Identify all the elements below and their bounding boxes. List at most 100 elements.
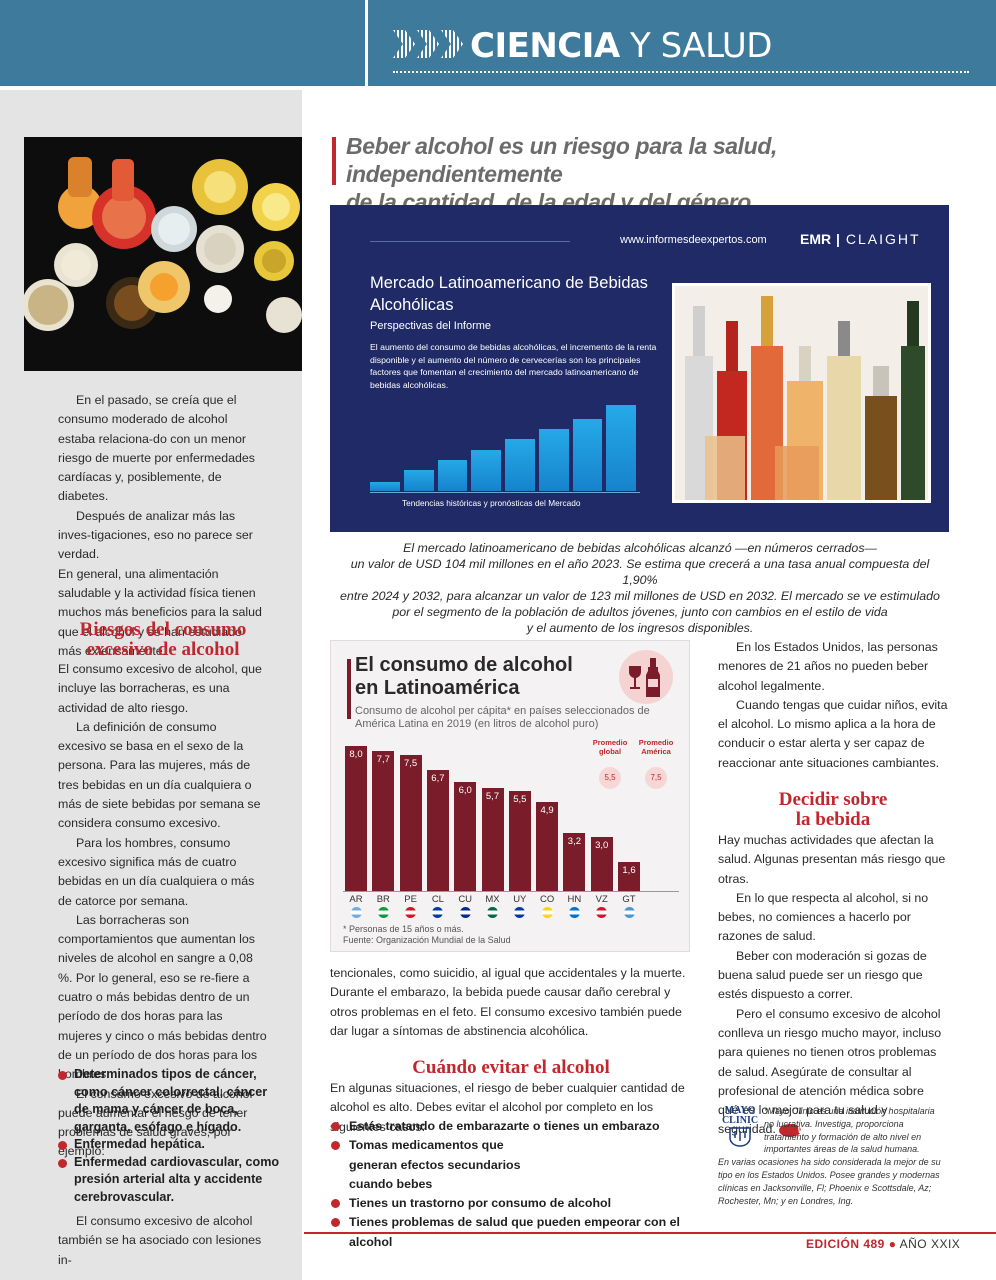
chart-value-label: 3,0: [595, 839, 609, 851]
chart-bar-vz: [590, 836, 613, 891]
chart-category-label: GT: [622, 894, 636, 905]
left-paragraph: En general, una alimentación saludable y…: [58, 566, 262, 658]
list-item: Enfermedad cardiovascular, como presión …: [58, 1154, 280, 1207]
chart-value-label: 5,5: [513, 794, 527, 806]
bottles-illustration: [672, 283, 931, 503]
chart-accent-bar: [347, 659, 351, 719]
arrows-icon: [393, 30, 463, 58]
subheading-decidir: Decidir sobre la bebida: [718, 790, 948, 830]
list-item: Tomas medicamentos que generan efectos s…: [330, 1136, 692, 1194]
chart-title: El consumo de alcohol en Latinoamérica: [355, 654, 573, 699]
chart-notes: * Personas de 15 años o más. Fuente: Org…: [343, 924, 511, 946]
logo-text: EMR: [800, 231, 832, 247]
infographic-description: El aumento del consumo de bebidas alcohó…: [370, 342, 657, 390]
caption-line: entre 2024 y 2032, para alcanzar un valo…: [340, 589, 940, 603]
chart-value-label: 6,0: [458, 785, 472, 797]
header-divider: [365, 0, 368, 86]
right-paragraph: Beber con moderación si gozas de buena s…: [718, 948, 927, 1002]
trend-bar: [538, 429, 569, 491]
infographic-baseline: [370, 492, 640, 493]
header-dotted-rule: [393, 71, 969, 73]
edition-year: AÑO XXIX: [899, 1237, 961, 1251]
flag-icon: [596, 907, 608, 918]
chart-source: Fuente: Organización Mundial de la Salud: [343, 935, 511, 945]
chart-value-label: 8,0: [349, 749, 363, 760]
trend-bar: [403, 470, 434, 491]
chart-value-label: 7,7: [376, 754, 390, 766]
chart-legend: Promedio global Promedio América 5,5 7,5: [588, 738, 682, 793]
market-infographic: www.informesdeexpertos.com EMR | CLAIGHT…: [330, 205, 949, 532]
wine-bottle-icon: [619, 650, 673, 704]
flag-icon: [432, 907, 444, 918]
right-paragraph: En los Estados Unidos, las personas meno…: [718, 640, 938, 693]
chart-category-label: AR: [349, 894, 363, 905]
closing-text: Pero el consumo excesivo de alcohol conl…: [718, 1006, 942, 1137]
chart-category-label: BR: [376, 894, 390, 905]
alcohol-consumption-chart: El consumo de alcohol en Latinoamérica C…: [330, 640, 690, 952]
chart-category-label: VZ: [595, 894, 608, 905]
chart-category-label: UY: [513, 894, 527, 905]
left-paragraph: Para los hombres, consumo excesivo signi…: [58, 835, 255, 908]
subheading-line: Riesgos del consumo: [79, 619, 247, 640]
left-paragraph: El consumo excesivo de alcohol, que incl…: [58, 662, 262, 715]
flag-icon: [514, 907, 526, 918]
health-risks-list: Determinados tipos de cáncer, como cánce…: [58, 1066, 280, 1206]
left-paragraph: Las borracheras son comportamientos que …: [58, 912, 267, 1082]
chart-category-label: CL: [431, 894, 444, 905]
trend-bar: [572, 418, 603, 491]
list-item: Tienes un trastorno por consumo de alcoh…: [330, 1194, 692, 1213]
mayo-clinic-note: *Mayo Clinic es una institución hospital…: [718, 1105, 943, 1207]
infographic-title: Mercado Latinoamericano de Bebidas Alcoh…: [370, 274, 648, 314]
legend-global-value: 5,5: [599, 767, 621, 789]
chart-bar-gt: [618, 862, 640, 891]
headline-accent-bar: [332, 137, 336, 185]
chart-value-label: 6,7: [431, 772, 445, 784]
infographic-trend-bars: [370, 405, 640, 491]
footer: EDICIÓN 489 ● AÑO XXIX: [806, 1237, 960, 1251]
section-title: CIENCIA Y SALUD: [470, 26, 772, 66]
bottles-photo: [24, 137, 302, 371]
article-headline: Beber alcohol es un riesgo para la salud…: [346, 132, 926, 216]
headline-line: Beber alcohol es un riesgo para la salud…: [346, 133, 777, 187]
mayo-logo-text: MAYO: [724, 1105, 756, 1116]
trend-bar: [370, 482, 400, 491]
caption-line: El mercado latinoamericano de bebidas al…: [403, 541, 877, 555]
chart-value-label: 3,2: [567, 836, 581, 847]
infographic-rule: [370, 241, 570, 242]
chart-bar-hn: [563, 833, 586, 891]
chart-category-label: HN: [567, 894, 582, 905]
flag-icon: [541, 907, 553, 918]
chart-value-label: 1,6: [622, 865, 636, 876]
left-paragraph: El consumo excesivo de alcohol puede aum…: [58, 1086, 253, 1159]
flag-icon: [459, 907, 471, 918]
chart-bar-ar: [345, 746, 367, 891]
mayo-logo-text: CLINIC: [721, 1115, 759, 1126]
right-paragraph: Cuando tengas que cuidar niños, evita el…: [718, 697, 948, 770]
flag-icon: [377, 907, 389, 918]
section-header: CIENCIA Y SALUD: [0, 0, 996, 86]
chart-bar-mx: [481, 787, 504, 891]
chart-category-label: CU: [458, 894, 473, 905]
infographic-caption: El mercado latinoamericano de bebidas al…: [332, 540, 948, 636]
footer-rule: [304, 1232, 996, 1234]
vp-end-mark: VP: [779, 1123, 808, 1137]
subheading-riesgos: Riesgos del consumo excesivo de alcohol: [58, 620, 268, 660]
emr-logo: EMR | CLAIGHT: [800, 231, 921, 247]
trend-bar: [505, 439, 535, 491]
list-item: Enfermedad hepática.: [58, 1136, 280, 1154]
chart-category-label: CO: [539, 894, 555, 905]
chart-category-label: PE: [404, 894, 417, 905]
flag-icon: [405, 907, 417, 918]
flag-icon: [487, 907, 498, 918]
chart-bar-uy: [508, 791, 531, 891]
left-paragraph: Después de analizar más las inves-tigaci…: [58, 508, 253, 562]
trend-bar: [471, 449, 501, 491]
flag-icon: [623, 907, 635, 918]
section-title-light: Y SALUD: [630, 26, 772, 66]
list-item: Estás tratando de embarazarte o tienes u…: [330, 1117, 692, 1136]
chart-bar-pe: [399, 755, 422, 891]
mayo-note-text: *Mayo Clinic es una institución hospital…: [764, 1106, 935, 1155]
trend-bar: [606, 405, 636, 491]
mayo-clinic-logo: MAYO CLINIC: [718, 1106, 762, 1154]
legend-america-label: Promedio América: [638, 738, 674, 756]
